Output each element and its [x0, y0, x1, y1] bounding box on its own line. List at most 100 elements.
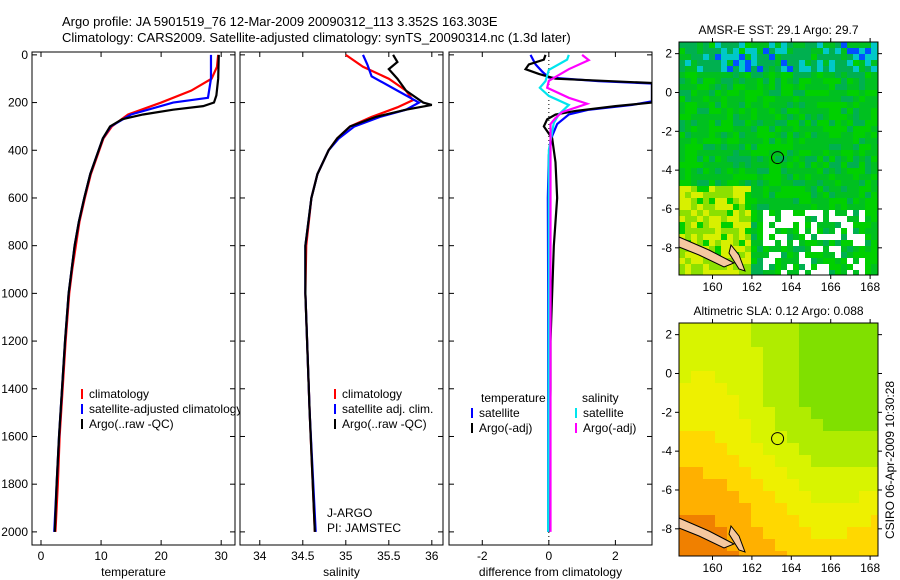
map-cell [787, 150, 793, 156]
map-cell [745, 401, 751, 407]
map-cell [751, 138, 757, 144]
map-cell [715, 413, 721, 419]
map-cell [823, 126, 829, 132]
map-cell [787, 84, 793, 90]
map-cell [697, 473, 703, 479]
map-cell [727, 186, 733, 192]
map-cell [703, 270, 709, 275]
map-cell [745, 449, 751, 455]
map-cell [751, 198, 757, 204]
map-cell [829, 395, 835, 401]
map-cell [823, 198, 829, 204]
map-cell [775, 192, 781, 198]
map-cell [733, 210, 739, 216]
map-cell [805, 258, 811, 264]
map-cell [865, 180, 871, 186]
map-cell [865, 455, 871, 461]
map-cell [799, 413, 805, 419]
map-cell [775, 329, 781, 335]
map-cell [727, 150, 733, 156]
map-cell [757, 503, 763, 509]
map-cell [799, 491, 805, 497]
map-cell [847, 180, 853, 186]
map-cell [733, 150, 739, 156]
map-cell [835, 407, 841, 413]
map-cell [835, 323, 841, 329]
map-cell [757, 431, 763, 437]
map-cell [847, 258, 853, 264]
map-cell [835, 60, 841, 66]
map-cell [769, 401, 775, 407]
map-cell [841, 138, 847, 144]
map-cell [751, 413, 757, 419]
legend-label: Argo(-adj) [583, 421, 636, 435]
map-cell [679, 377, 685, 383]
map-cell [745, 377, 751, 383]
map-cell [685, 102, 691, 108]
map-cell [739, 120, 745, 126]
x-tick-label: 35.5 [377, 549, 401, 563]
map-cell [829, 84, 835, 90]
map-cell [805, 168, 811, 174]
map-cell [853, 527, 859, 533]
map-cell [829, 234, 835, 240]
map-cell [727, 66, 733, 72]
map-cell [745, 329, 751, 335]
legend-label: climatology [342, 387, 402, 401]
map-cell [859, 228, 865, 234]
map-cell [745, 509, 751, 515]
map-cell [781, 54, 787, 60]
map-cell [859, 413, 865, 419]
map-cell [865, 401, 871, 407]
y-tick-label: 0 [665, 85, 672, 99]
map-cell [793, 491, 799, 497]
map-cell [721, 509, 727, 515]
map-cell [853, 54, 859, 60]
map-cell [739, 252, 745, 258]
map-cell [769, 479, 775, 485]
map-cell [721, 156, 727, 162]
map-cell [817, 371, 823, 377]
map-cell [697, 329, 703, 335]
map-cell [769, 395, 775, 401]
map-cell [751, 102, 757, 108]
map-cell [775, 521, 781, 527]
map-cell [757, 48, 763, 54]
map-cell [787, 515, 793, 521]
map-cell [727, 407, 733, 413]
map-cell [775, 210, 781, 216]
map-cell [781, 96, 787, 102]
map-cell [841, 479, 847, 485]
map-cell [685, 78, 691, 84]
map-cell [769, 72, 775, 78]
map-cell [871, 323, 877, 329]
map-cell [757, 485, 763, 491]
map-cell [745, 389, 751, 395]
map-cell [775, 491, 781, 497]
map-cell [703, 437, 709, 443]
map-cell [871, 180, 877, 186]
map-cell [805, 138, 811, 144]
map-cell [751, 78, 757, 84]
map-cell [721, 551, 727, 556]
map-cell [751, 341, 757, 347]
map-cell [865, 216, 871, 222]
map-cell [835, 156, 841, 162]
map-cell [847, 198, 853, 204]
map-cell [781, 186, 787, 192]
map-cell [715, 461, 721, 467]
map-cell [853, 329, 859, 335]
map-cell [775, 425, 781, 431]
map-cell [709, 114, 715, 120]
map-cell [769, 186, 775, 192]
map-cell [871, 455, 877, 461]
map-cell [847, 347, 853, 353]
map-cell [865, 359, 871, 365]
map-cell [841, 66, 847, 72]
map-cell [781, 539, 787, 545]
map-cell [769, 66, 775, 72]
map-cell [787, 527, 793, 533]
map-cell [871, 54, 877, 60]
map-cell [769, 198, 775, 204]
map-cell [817, 419, 823, 425]
